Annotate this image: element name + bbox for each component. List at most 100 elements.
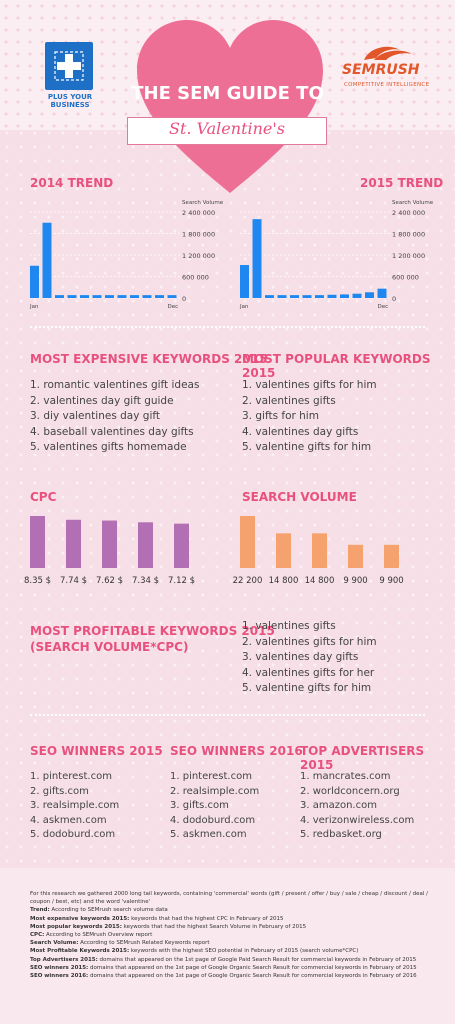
top-advertisers-title: TOP ADVERTISERS 2015 [300, 744, 425, 772]
list-item: 2. gifts.com [30, 785, 89, 797]
bar [67, 295, 77, 298]
note-line: Trend: According to SEMrush search volum… [30, 906, 430, 914]
top-advertisers-list: 1. mancrates.com 2. worldconcern.org 3. … [300, 770, 414, 843]
note-label: CPC: [30, 932, 45, 939]
x-tick-label: Jan [239, 304, 249, 310]
note-text: According to SEMrush Overview report [44, 932, 153, 939]
data-label: 9 900 [379, 576, 403, 586]
heart-icon [137, 20, 323, 193]
bar [276, 533, 291, 568]
methodology-notes: For this research we gathered 2000 long … [30, 890, 430, 980]
y-axis-label: Search Volume [392, 200, 434, 206]
list-item: 3. valentines day gifts [242, 651, 359, 663]
y-tick-label: 1 200 000 [392, 252, 425, 260]
bar [377, 288, 387, 298]
y-tick-label: 2 400 000 [392, 209, 425, 217]
list-item: 2. realsimple.com [170, 785, 260, 797]
bar [302, 295, 312, 298]
bar [265, 295, 274, 298]
bar [365, 292, 374, 298]
bar [340, 294, 349, 298]
seo-winners-2016-title: SEO WINNERS 2016 [170, 744, 303, 758]
bar [167, 295, 177, 298]
bar [55, 295, 64, 298]
data-label: 14 800 [305, 576, 335, 586]
profitable-keywords-subtitle: (SEARCH VOLUME*CPC) [30, 640, 189, 654]
trend-2014-title: 2014 TREND [30, 176, 114, 190]
seo-winners-2015-title: SEO WINNERS 2015 [30, 744, 163, 758]
bar [240, 516, 255, 568]
note-label: Trend: [30, 907, 50, 914]
note-label: Search Volume: [30, 940, 79, 947]
y-tick-label: 1 800 000 [392, 231, 425, 239]
note-text: keywords with the highest SEO potential … [129, 948, 359, 955]
bar [348, 544, 363, 568]
list-item: 1. pinterest.com [30, 771, 112, 782]
bar [240, 265, 249, 298]
note-label: SEO winners 2015: [30, 964, 89, 971]
data-label: 7.12 $ [168, 576, 195, 586]
bar [42, 222, 52, 298]
list-item: 3. gifts.com [170, 800, 229, 811]
list-item: 5. redbasket.org [300, 829, 382, 840]
bar [30, 265, 39, 298]
plus-your-business-text: PLUS YOUR BUSINESS [47, 93, 93, 109]
list-item: 4. askmen.com [30, 814, 107, 826]
list-item: 4. baseball valentines day gifts [30, 425, 194, 438]
y-tick-label: 1 800 000 [182, 231, 215, 239]
cpc-title: CPC [30, 490, 57, 504]
note-text: keywords that had the highest CPC in Feb… [129, 915, 284, 922]
list-item: 5. valentines gifts homemade [30, 441, 187, 453]
x-tick-label: Jan [29, 304, 39, 310]
note-line: SEO winners 2015: domains that appeared … [30, 964, 430, 972]
note-line: SEO winners 2016: domains that appeared … [30, 972, 430, 980]
semrush-flame-icon [364, 46, 412, 60]
title-ribbon [127, 117, 327, 145]
note-text: According to SEMrush Related Keywords re… [78, 940, 210, 947]
trend-2015-chart: Search Volume 2 400 000 1 800 000 1 200 000… [239, 200, 434, 310]
data-label: 22 200 [233, 576, 263, 586]
seo-winners-2015-list: 1. pinterest.com 2. gifts.com 3. realsim… [30, 770, 119, 843]
list-item: 3. diy valentines day gift [30, 410, 160, 422]
plus-your-business-logo [45, 42, 93, 90]
bar [384, 544, 399, 568]
note-text: domains that appeared on the 1st page of… [88, 964, 417, 971]
y-tick-label: 600 000 [182, 274, 209, 282]
data-label: 9 900 [343, 576, 367, 586]
y-tick-label: 1 200 000 [182, 252, 215, 260]
data-label: 8.35 $ [24, 576, 51, 586]
list-item: 1. valentines gifts [242, 620, 336, 632]
bar [252, 219, 262, 298]
note-label: Most popular keywords 2015: [30, 923, 122, 930]
bar [327, 294, 337, 298]
y-tick-label: 600 000 [392, 274, 419, 282]
bar [155, 295, 164, 298]
list-item: 4. valentines gifts for her [242, 666, 375, 679]
x-tick-label: Dec [378, 304, 389, 310]
list-item: 1. romantic valentines gift ideas [30, 379, 200, 391]
note-text: domains that appeared on the 1st page of… [97, 956, 417, 963]
bar [352, 293, 362, 298]
data-label: 7.62 $ [96, 576, 123, 586]
y-tick-label: 2 400 000 [182, 209, 215, 217]
note-text: domains that appeared on the 1st page of… [88, 973, 417, 980]
profitable-keywords-list: 1. valentines gifts 2. valentines gifts … [242, 619, 377, 697]
seo-winners-2016-list: 1. pinterest.com 2. realsimple.com 3. gi… [170, 770, 259, 843]
popular-keywords-list: 1. valentines gifts for him 2. valentine… [242, 378, 377, 456]
profitable-keywords-title: MOST PROFITABLE KEYWORDS 2015 [30, 624, 275, 638]
expensive-keywords-title: MOST EXPENSIVE KEYWORDS 2015 [30, 352, 268, 366]
divider [30, 714, 425, 716]
divider [30, 326, 425, 328]
expensive-keywords-list: 1. romantic valentines gift ideas 2. val… [30, 378, 199, 456]
note-label: SEO winners 2016: [30, 973, 89, 980]
semrush-logo: SEMRUSH [342, 62, 420, 78]
page-title: THE SEM GUIDE TO [131, 83, 324, 104]
note-line: Most Profitable Keywords 2015: keywords … [30, 947, 430, 955]
data-label: 7.34 $ [132, 576, 159, 586]
note-label: Top Advertisers 2015: [30, 956, 98, 963]
bar [105, 295, 114, 298]
list-item: 5. dodoburd.com [30, 829, 116, 840]
list-item: 1. valentines gifts for him [242, 379, 377, 391]
trend-2014-chart: Search Volume 2 400 000 1 800 000 1 200 000… [29, 200, 224, 310]
